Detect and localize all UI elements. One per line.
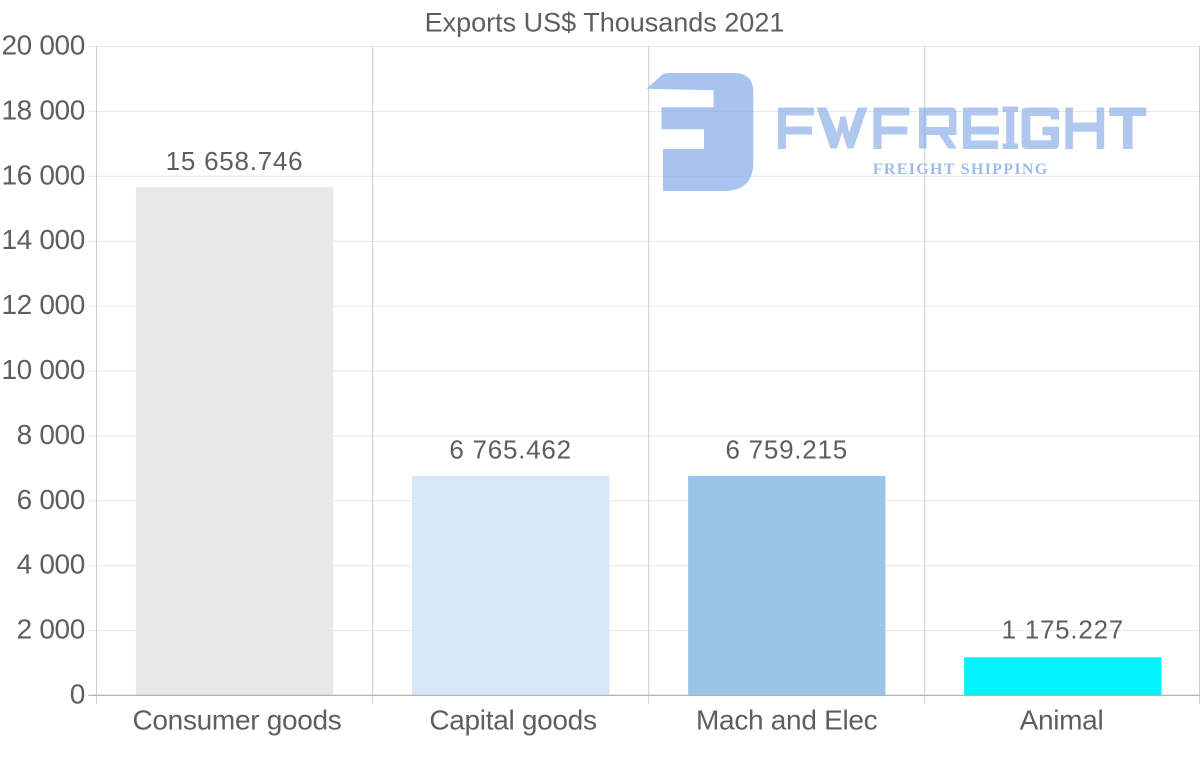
svg-text:10 000: 10 000 — [1, 354, 85, 385]
svg-text:12 000: 12 000 — [1, 289, 85, 320]
svg-text:18 000: 18 000 — [1, 94, 85, 125]
svg-text:14 000: 14 000 — [1, 224, 85, 255]
svg-text:Capital goods: Capital goods — [429, 705, 596, 736]
svg-text:Exports US$ Thousands 2021: Exports US$ Thousands 2021 — [425, 8, 785, 38]
svg-text:FREIGHT SHIPPING: FREIGHT SHIPPING — [873, 161, 1049, 178]
svg-text:1 175.227: 1 175.227 — [1002, 614, 1124, 644]
svg-text:6 765.462: 6 765.462 — [449, 434, 571, 464]
svg-text:Consumer goods: Consumer goods — [132, 705, 341, 736]
svg-text:6 000: 6 000 — [17, 484, 85, 515]
svg-text:20 000: 20 000 — [1, 30, 85, 61]
svg-text:2 000: 2 000 — [17, 614, 85, 645]
svg-text:4 000: 4 000 — [17, 549, 85, 580]
svg-text:0: 0 — [70, 678, 85, 709]
svg-text:15 658.746: 15 658.746 — [166, 146, 304, 176]
svg-text:8 000: 8 000 — [17, 419, 85, 450]
svg-text:Mach and Elec: Mach and Elec — [696, 705, 878, 736]
svg-text:16 000: 16 000 — [1, 159, 85, 190]
svg-text:6 759.215: 6 759.215 — [725, 435, 847, 465]
svg-text:Animal: Animal — [1020, 705, 1104, 736]
